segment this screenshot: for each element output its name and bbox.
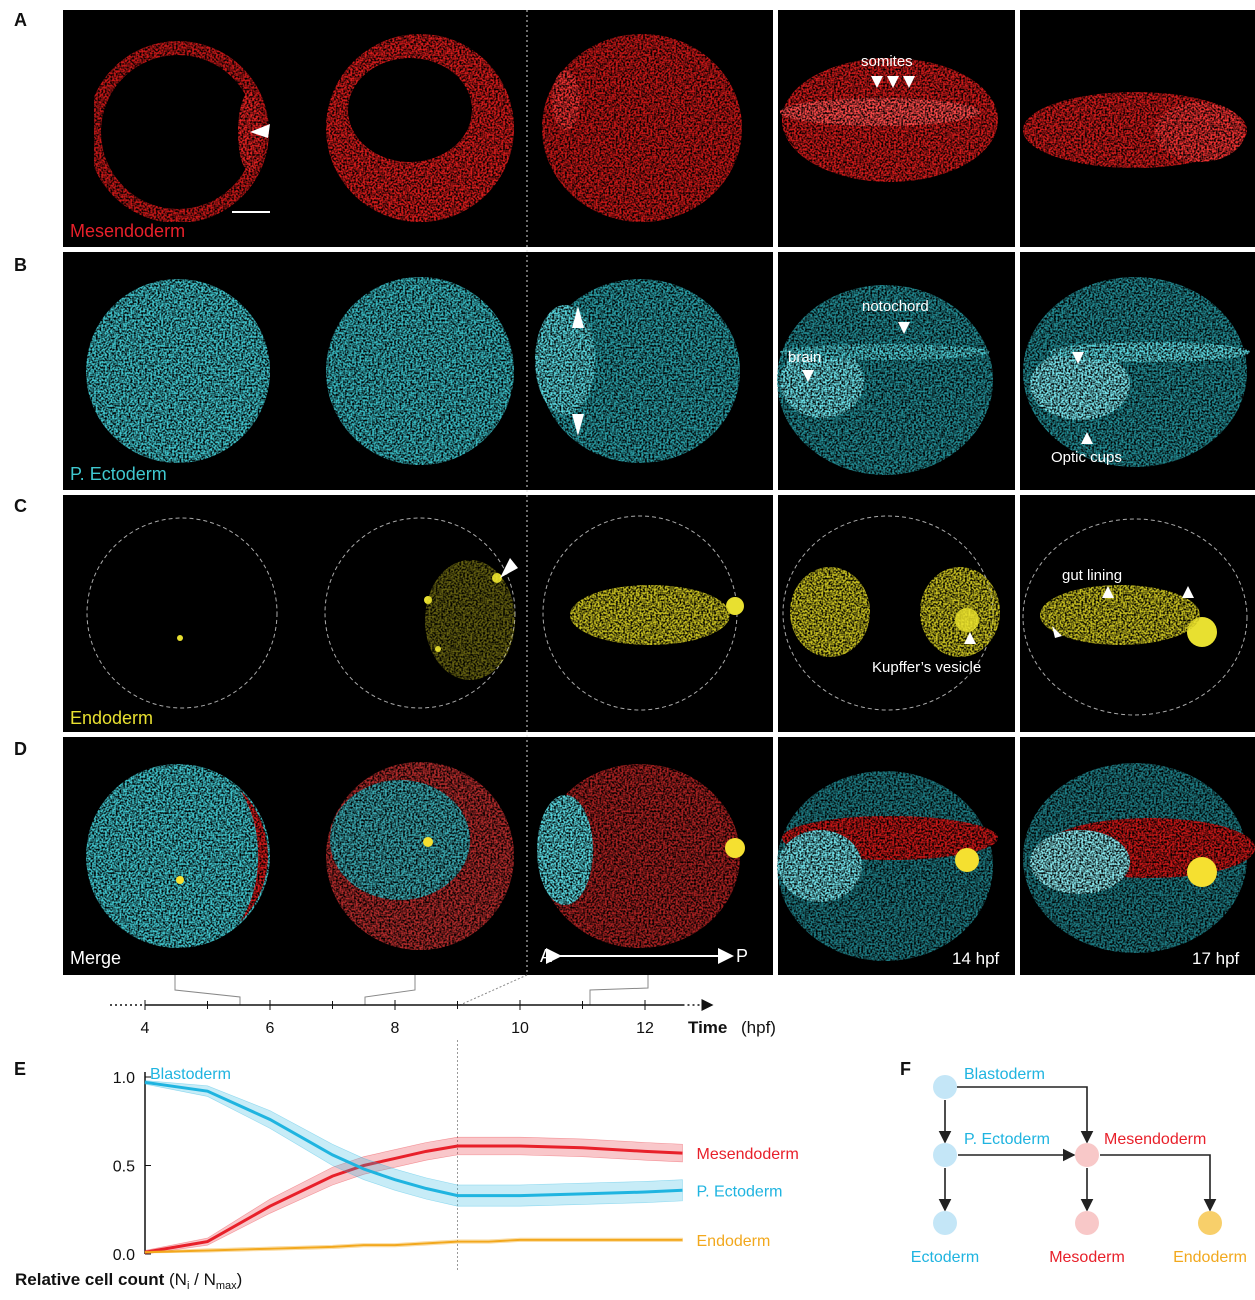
y-tick-label: 0.0 [113,1247,135,1264]
panel-label: Mesendoderm [70,221,185,241]
panel-letter: D [14,739,27,759]
annotation: brain [788,349,821,366]
connectors [175,975,648,1005]
annotation: 14 hpf [952,949,1000,968]
chart: 4 6 8 10 12 0.0 0.5 1.0 Mesendoderm P. Ectoderm En… [110,1000,799,1270]
x-tick-label: 8 [391,1020,400,1037]
panel-letter: C [14,496,27,516]
panel-label: Endoderm [70,708,153,728]
annotation: P [736,946,748,966]
node-label: Endoderm [1173,1249,1247,1266]
figure: A B C D E F Mesendoderm somites P. Ectod… [0,0,1255,1300]
x-tick-label: 6 [266,1020,275,1037]
node-label: Ectoderm [911,1249,979,1266]
node-label: Mesoderm [1049,1249,1125,1266]
panel-label: P. Ectoderm [70,464,167,484]
node [1075,1143,1099,1167]
y-tick-label: 1.0 [113,1070,135,1087]
annotation: Optic cups [1051,449,1122,466]
x-tick-label: 4 [141,1020,150,1037]
panel-letter: A [14,10,27,30]
node [1198,1211,1222,1235]
annotation: somites [861,53,913,70]
series-label: Mesendoderm [697,1146,799,1163]
node-label: Mesendoderm [1104,1131,1206,1148]
diagram-nodes: Blastoderm P. Ectoderm Mesendoderm Ectod… [911,1066,1247,1266]
x-tick-label: 10 [511,1020,529,1037]
node [1075,1211,1099,1235]
panel-letter: E [14,1059,26,1079]
y-axis-title: Relative cell count (Ni / Nmax) [15,1270,242,1292]
panel-letter: F [900,1059,911,1079]
series-label: P. Ectoderm [697,1183,783,1200]
node [933,1143,957,1167]
panel-label: Merge [70,948,121,968]
annotation: notochord [862,298,929,315]
x-axis-title: Time [688,1018,727,1037]
panel-letter: B [14,255,27,275]
x-axis-unit: (hpf) [741,1018,776,1037]
node-label: Blastoderm [964,1066,1045,1083]
y-tick-label: 0.5 [113,1159,135,1176]
series-label: Endoderm [697,1233,771,1250]
annotation: gut lining [1062,567,1122,584]
annotation: A [540,946,552,966]
node-label: P. Ectoderm [964,1131,1050,1148]
annotation: 17 hpf [1192,949,1240,968]
x-tick-label: 12 [636,1020,654,1037]
annotation: Kupffer’s vesicle [872,659,981,676]
arrowheads [871,76,915,88]
node [933,1075,957,1099]
annotation: Blastoderm [150,1066,231,1083]
node [933,1211,957,1235]
